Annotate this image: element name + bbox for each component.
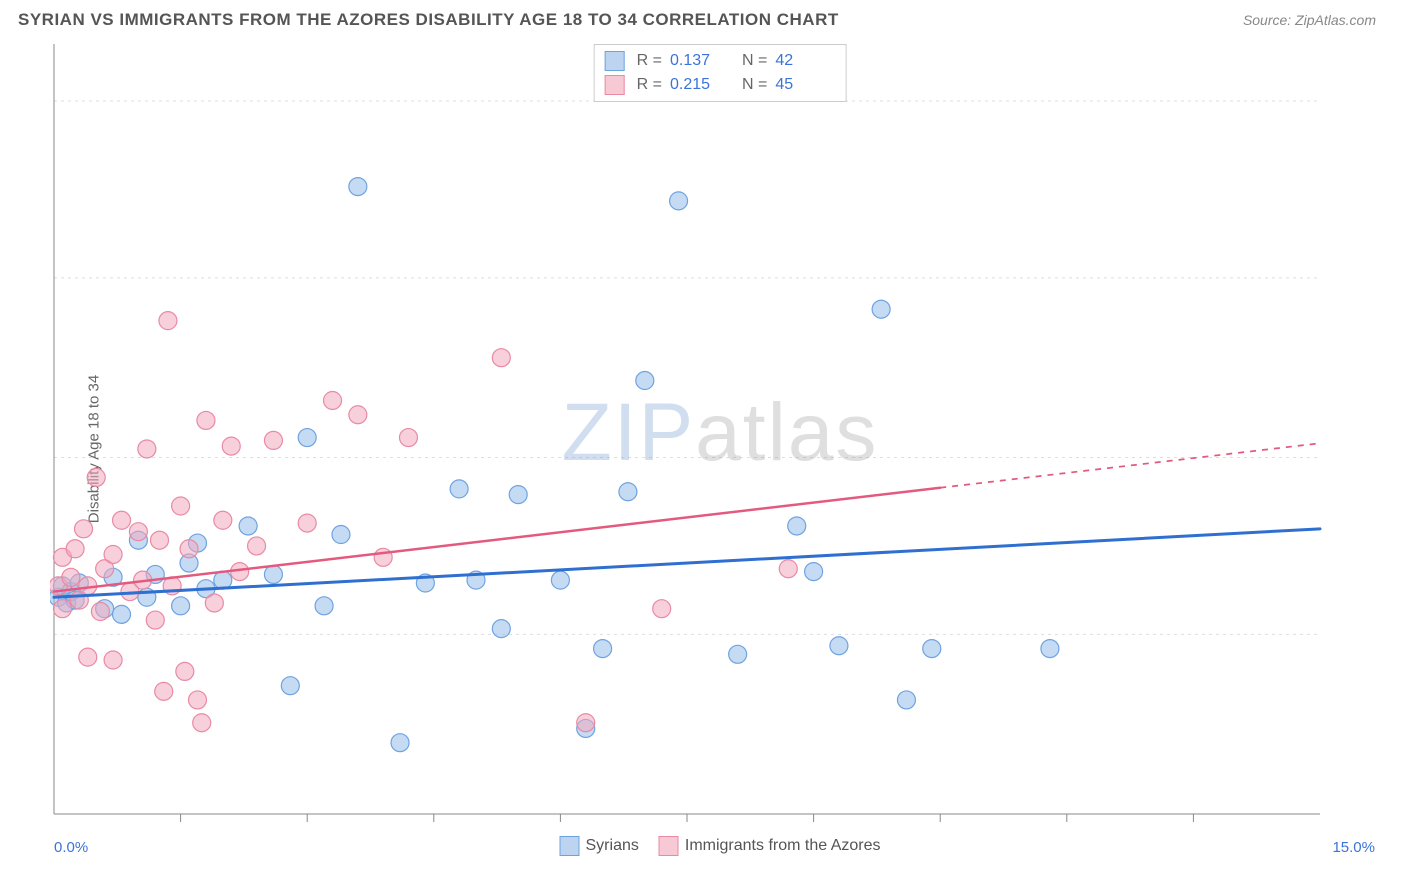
stats-legend-row: R = 0.215 N = 45	[605, 73, 836, 97]
n-label: N =	[742, 76, 767, 94]
chart-source: Source: ZipAtlas.com	[1243, 12, 1376, 28]
scatter-plot	[50, 44, 1390, 854]
r-value: 0.215	[670, 76, 720, 94]
legend-swatch-icon	[605, 75, 625, 95]
series-legend-item: Syrians	[560, 836, 639, 856]
x-axis-start-label: 0.0%	[54, 839, 88, 856]
stats-legend: R = 0.137 N = 42 R = 0.215 N = 45	[594, 44, 847, 102]
legend-swatch-icon	[659, 836, 679, 856]
series-legend: Syrians Immigrants from the Azores	[560, 836, 881, 856]
chart-header: SYRIAN VS IMMIGRANTS FROM THE AZORES DIS…	[0, 0, 1406, 36]
chart-area: Disability Age 18 to 34 ZIPatlas R =0.13…	[50, 44, 1390, 854]
series-legend-item: Immigrants from the Azores	[659, 836, 881, 856]
chart-title: SYRIAN VS IMMIGRANTS FROM THE AZORES DIS…	[18, 10, 839, 30]
stats-legend-row: R = 0.137 N = 42	[605, 49, 836, 73]
n-value: 45	[775, 76, 825, 94]
series-legend-label: Immigrants from the Azores	[685, 837, 881, 855]
legend-swatch-icon	[605, 51, 625, 71]
x-axis-end-label: 15.0%	[1332, 839, 1375, 856]
r-value: 0.137	[670, 52, 720, 70]
r-label: R =	[637, 76, 662, 94]
legend-swatch-icon	[560, 836, 580, 856]
r-label: R =	[637, 52, 662, 70]
series-legend-label: Syrians	[586, 837, 639, 855]
n-value: 42	[775, 52, 825, 70]
n-label: N =	[742, 52, 767, 70]
